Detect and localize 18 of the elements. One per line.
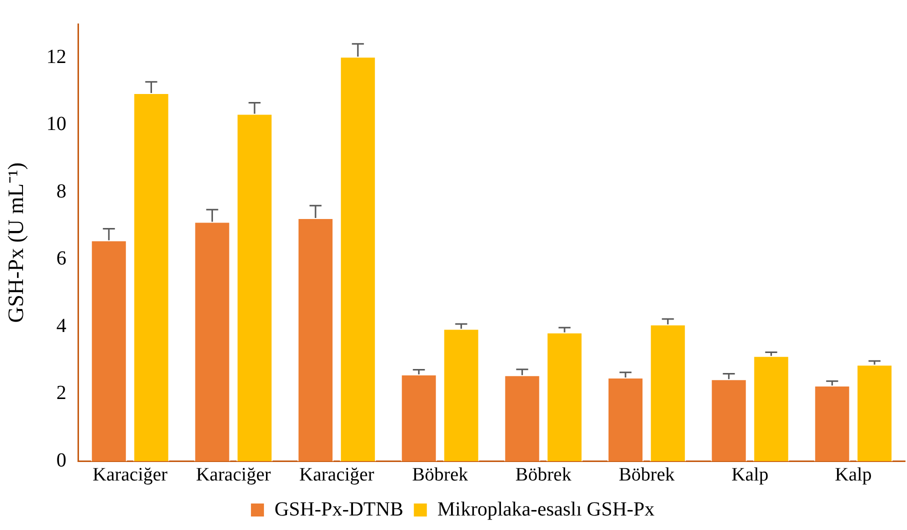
x-tick-label: Karaciğer [299,464,375,486]
x-tick-label: Böbrek [618,464,676,486]
x-tick-label: Böbrek [412,464,468,486]
legend-label: GSH-Px-DTNB [274,498,404,520]
x-tick-label: Kalp [834,464,872,486]
x-tick-label: Böbrek [515,464,572,486]
y-tick-label: 10 [46,113,66,136]
y-axis-title: GSH-Px (U mL⁻¹) [2,162,28,323]
x-tick-label: Kalp [732,464,768,486]
y-tick-label: 6 [56,248,66,270]
x-tick-label: Karaciğer [92,464,168,486]
y-tick-label: 4 [56,314,66,337]
y-tick-label: 0 [56,449,66,472]
y-tick-label: 2 [56,382,66,404]
y-tick-label: 8 [56,180,66,202]
legend-label: Mikroplaka-esaslı GSH-Px [437,498,655,520]
y-tick-label: 12 [46,46,66,68]
x-tick-label: Karaciğer [196,464,272,486]
